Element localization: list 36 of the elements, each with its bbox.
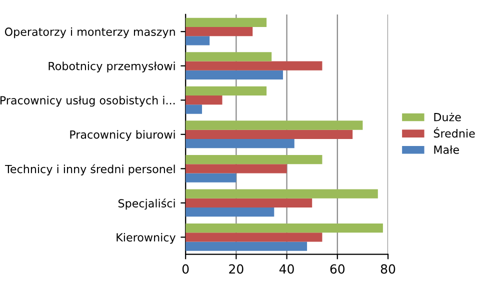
legend-label: Małe <box>434 145 459 154</box>
bar <box>186 70 283 80</box>
bar <box>186 104 202 114</box>
y-tick-label: Robotnicy przemysłowi <box>48 62 175 72</box>
y-tick-label: Pracownicy usług osobistych i... <box>0 96 175 107</box>
y-tick-label: Operatorzy i monterzy maszyn <box>4 27 175 38</box>
bar <box>186 173 236 182</box>
bar <box>186 223 383 233</box>
bar <box>186 242 308 251</box>
bar <box>186 138 294 148</box>
bar <box>186 27 253 36</box>
bar <box>186 130 353 139</box>
legend-label: Duże <box>434 112 461 122</box>
y-tick-label: Pracownicy biurowi <box>70 130 175 141</box>
bar <box>186 232 322 242</box>
bar <box>186 198 312 208</box>
x-tick-label: 0 <box>182 264 189 274</box>
bar <box>186 86 267 96</box>
bar <box>186 207 274 217</box>
bar <box>186 36 210 46</box>
bar <box>186 164 287 174</box>
bar <box>186 154 322 164</box>
bar <box>186 18 267 28</box>
bar <box>186 96 222 105</box>
x-tick-label: 60 <box>330 264 345 274</box>
x-tick-label: 20 <box>229 264 244 274</box>
x-tick-label: 80 <box>380 264 396 274</box>
y-tick-label: Technicy i inny średni personel <box>5 164 175 176</box>
bar <box>186 52 272 62</box>
y-tick-label: Specjaliści <box>118 198 175 210</box>
x-tick-label: 40 <box>279 264 294 274</box>
bar <box>186 120 363 130</box>
bar <box>186 189 378 198</box>
legend-label: Średnie <box>434 127 475 138</box>
bar <box>186 61 322 70</box>
y-tick-label: Kierownicy <box>116 232 176 244</box>
